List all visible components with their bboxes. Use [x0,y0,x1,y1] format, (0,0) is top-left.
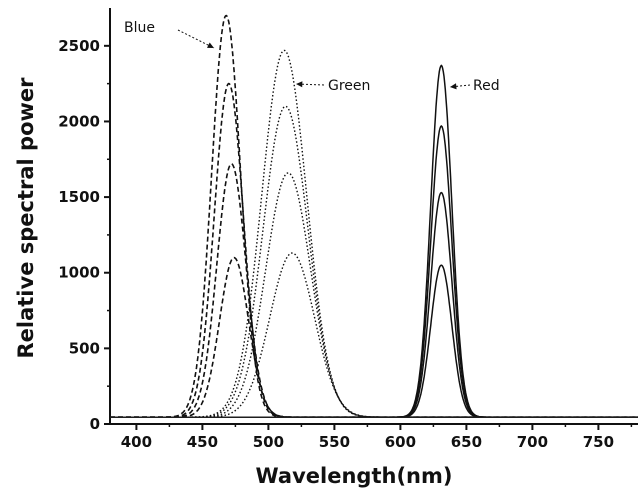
y-tick-label: 1500 [58,188,100,206]
green-curve [110,172,638,418]
red-curve [110,191,638,418]
green-curve [110,105,638,418]
green-annotation-arrow [295,83,325,86]
blue-arrowhead [207,42,214,48]
blue-curve [110,256,638,418]
blue-curve [110,14,638,418]
axes: 400 450 500 550 600 650 700 750 0 500 1000 1500 2000… [58,8,638,451]
red-curve-group [110,64,638,418]
blue-curve [110,162,638,418]
green-curve [110,49,638,418]
annotations: Blue Green Red [124,20,500,94]
x-tick-label: 500 [253,433,284,451]
x-tick-label: 400 [121,433,152,451]
red-curve [110,124,638,418]
red-curve [110,264,638,418]
blue-curve [110,82,638,418]
x-tick-label: 650 [451,433,482,451]
x-axis-title: Wavelength(nm) [256,464,453,488]
x-tick-label: 550 [319,433,350,451]
y-tick-label: 2500 [58,37,100,55]
curves [110,14,638,418]
red-annotation-label: Red [473,78,500,94]
green-annotation-label: Green [328,78,370,94]
red-curve [110,64,638,418]
x-tick-label: 450 [187,433,218,451]
green-curve [110,252,638,418]
y-tick-label: 0 [90,415,100,433]
blue-annotation-label: Blue [124,20,155,36]
y-tick-label: 2000 [58,112,100,130]
red-arrowhead [450,83,457,90]
blue-annotation-arrow [177,29,215,49]
x-tick-label: 600 [385,433,416,451]
y-tick-label: 500 [69,339,100,357]
y-tick-label: 1000 [58,264,100,282]
x-tick-label: 700 [517,433,548,451]
blue-curve-group [110,14,638,418]
green-curve-group [110,49,638,418]
green-arrowhead [296,81,303,88]
y-axis-title: Relative spectral power [14,77,38,359]
x-tick-label: 750 [583,433,614,451]
